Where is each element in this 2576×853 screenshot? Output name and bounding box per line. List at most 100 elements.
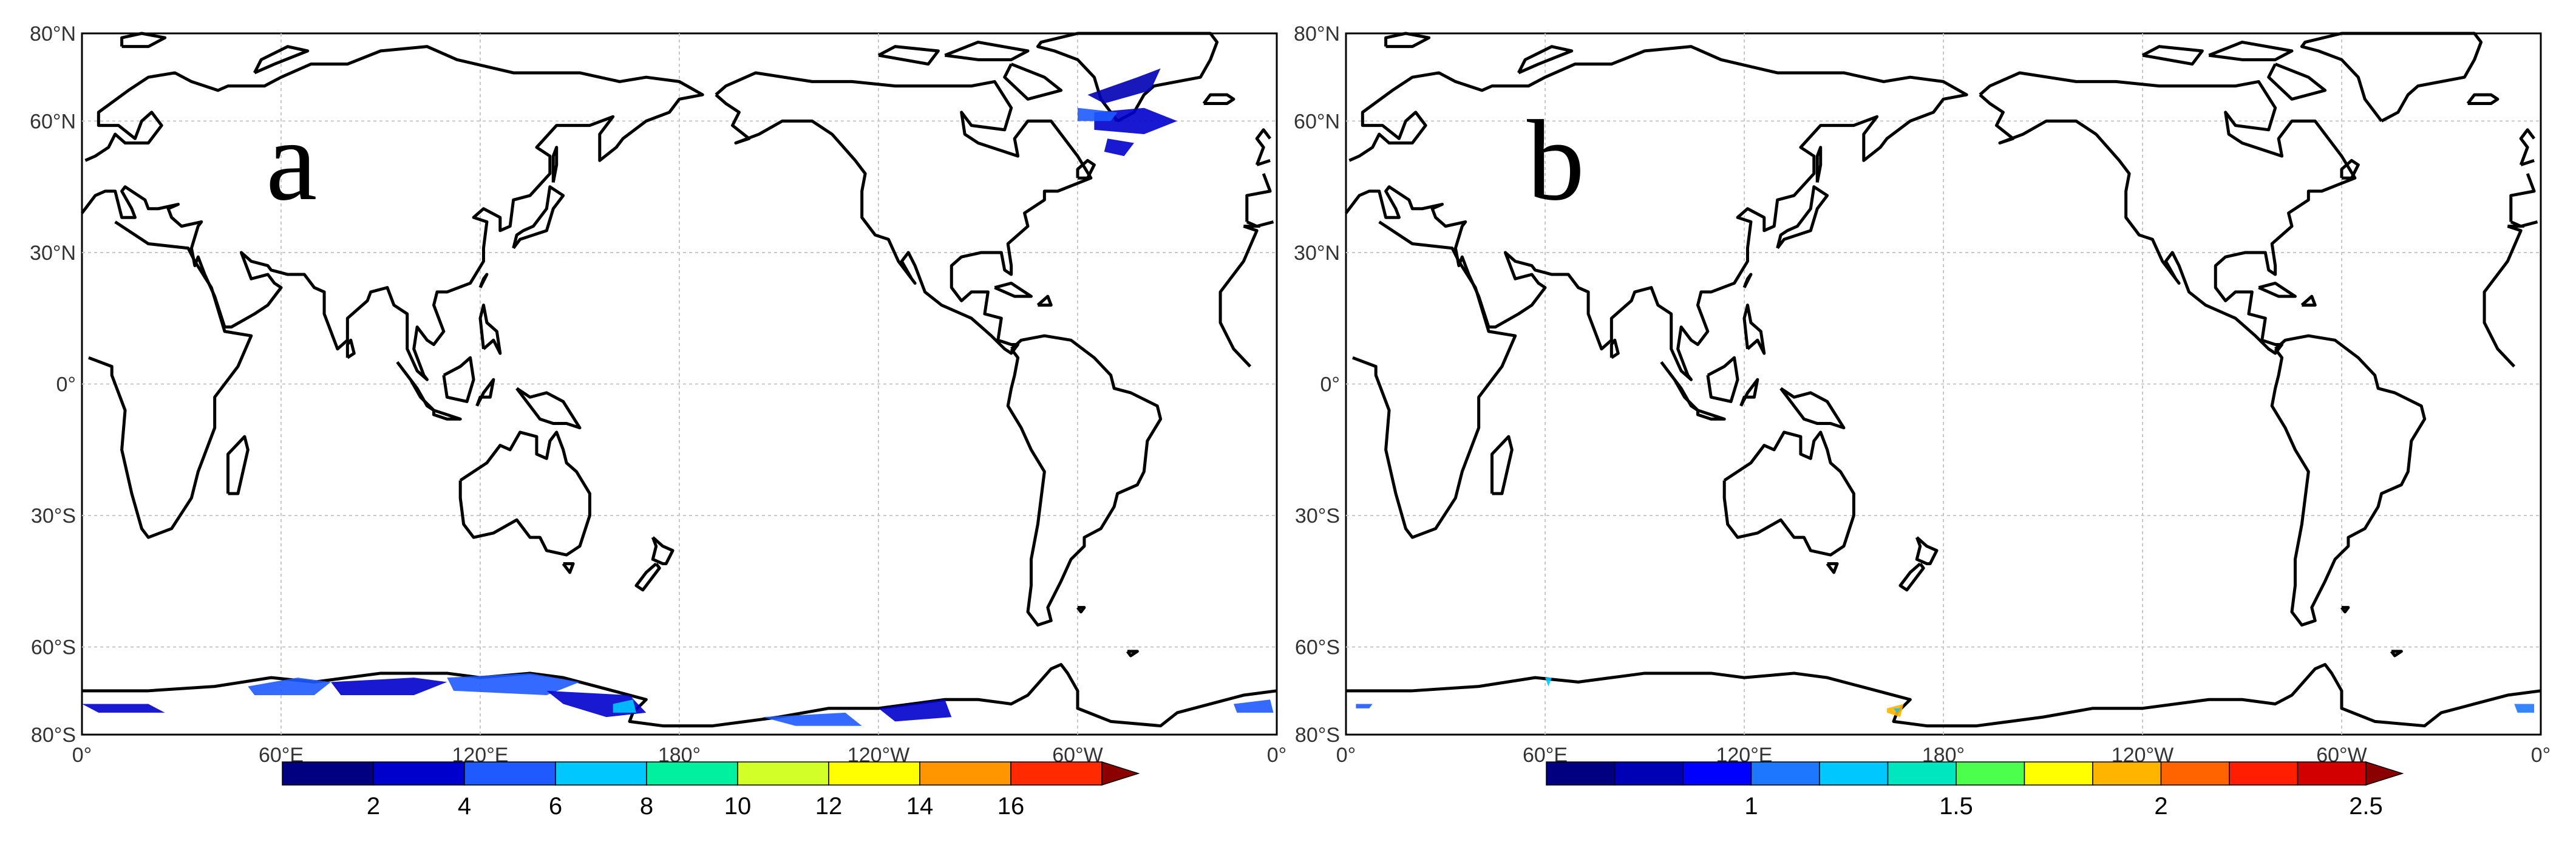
lat-label: 80°S <box>1295 724 1340 747</box>
coastline <box>478 304 502 355</box>
lon-label: 0° <box>72 744 92 767</box>
coastline <box>2208 40 2294 61</box>
latitude-labels: 80°N 60°N 30°N 0° 30°S 60°S 80°S <box>1294 22 1340 747</box>
coastline <box>1915 536 1939 565</box>
colorbar-extension <box>2365 761 2404 786</box>
colorbar-segment <box>1682 761 1752 786</box>
coastline <box>1076 158 1096 180</box>
coastline <box>2267 63 2327 101</box>
coastline <box>396 361 435 412</box>
coastline <box>1345 45 2538 381</box>
coastline <box>1815 146 1823 183</box>
coastline <box>1490 435 1514 495</box>
colorbar-segment <box>464 761 556 786</box>
coastline <box>1722 430 1855 557</box>
colorbar-tick-label: 12 <box>815 793 843 820</box>
colorbar-segment <box>373 761 465 786</box>
colorbar-extension <box>1101 761 1140 786</box>
coastline <box>1609 338 1620 359</box>
coastline <box>1003 63 1063 101</box>
coastline <box>1739 378 1759 407</box>
colorbar-segment <box>2092 761 2162 786</box>
coastline <box>2300 32 2483 123</box>
coastline <box>2300 294 2317 307</box>
latitude-labels: 80°N 60°N 30°N 0° 30°S 60°S 80°S <box>30 22 76 747</box>
coastline <box>478 273 489 288</box>
data-overlay <box>82 68 1274 726</box>
coastlines <box>81 32 1277 728</box>
coastline <box>551 146 559 183</box>
data-patch <box>1233 699 1274 713</box>
coastline <box>877 45 940 66</box>
colorbar-segment <box>555 761 647 786</box>
coastline <box>81 45 1274 381</box>
coastline <box>2270 334 2427 627</box>
coastline <box>512 185 565 250</box>
colorbar-segment <box>646 761 738 786</box>
colorbar-tick-label: 6 <box>549 793 562 820</box>
coastline <box>1979 71 2357 355</box>
panel-b: 80°N60°N30°N0°30°S60°S80°S 0° 60°E 120°E 18… <box>1294 22 2551 820</box>
coastline <box>1826 562 1839 574</box>
coastline <box>1742 273 1753 288</box>
colorbar-tick-label: 14 <box>906 793 934 820</box>
colorbar-tick-label: 1.5 <box>1939 793 1973 820</box>
coastline <box>458 430 591 557</box>
lat-label: 80°N <box>30 22 76 46</box>
colorbar-tick-label: 2.5 <box>2349 793 2383 820</box>
lat-label: 60°S <box>1295 636 1340 659</box>
coastline <box>432 409 462 421</box>
coastline <box>1517 45 1574 75</box>
coastline <box>1202 93 1235 105</box>
colorbar-tick-label: 16 <box>997 793 1025 820</box>
coastline <box>1779 387 1846 430</box>
lat-label: 30°N <box>1294 242 1340 265</box>
coastline <box>944 40 1030 61</box>
coastline <box>2390 650 2403 658</box>
lon-label: 0° <box>1336 744 1356 767</box>
coastline <box>1255 128 1272 166</box>
panel-letter: a <box>266 97 317 225</box>
colorbar-segment <box>2160 761 2230 786</box>
lon-label: 0° <box>1267 744 1287 767</box>
colorbar-segment <box>1750 761 1820 786</box>
coastline <box>253 45 310 75</box>
coastline <box>1126 650 1139 658</box>
coastline <box>1346 663 2541 728</box>
panel-letter: b <box>1527 97 1585 225</box>
data-patch <box>762 712 862 726</box>
data-patch <box>1087 68 1161 104</box>
coastline <box>715 71 1093 355</box>
lat-label: 60°N <box>30 110 76 133</box>
coastline <box>515 387 582 430</box>
coastline <box>345 338 356 359</box>
data-patch <box>1894 708 1900 713</box>
panel-a: 80°N60°N30°N0°30°S60°S80°S 0° 60°E 120°E 18… <box>30 22 1286 820</box>
lat-label: 0° <box>1320 373 1340 396</box>
colorbar: 1 1.5 2 2.5 <box>1546 761 2404 820</box>
data-patch <box>1104 138 1134 157</box>
lat-label: 30°N <box>30 242 76 265</box>
coastline <box>562 562 575 574</box>
coastline <box>1706 356 1739 403</box>
colorbar-segment <box>1614 761 1684 786</box>
colorbar-segment <box>828 761 920 786</box>
coastline <box>1076 606 1086 614</box>
lon-label: 0° <box>2531 744 2551 767</box>
coastline <box>1384 32 1431 49</box>
coastline <box>82 663 1277 728</box>
lat-label: 30°S <box>31 505 76 528</box>
lat-label: 0° <box>56 373 76 396</box>
colorbar-segment <box>919 761 1011 786</box>
colorbar-segment <box>1956 761 2025 786</box>
coastline <box>651 536 675 565</box>
data-patch <box>1545 678 1552 687</box>
colorbar-tick-label: 4 <box>458 793 471 820</box>
colorbar-segment <box>1887 761 1957 786</box>
coastline <box>2141 45 2204 66</box>
colorbar-segment <box>2024 761 2093 786</box>
coastline <box>1696 409 1726 421</box>
coastline <box>226 435 250 495</box>
graticule <box>1346 33 2541 735</box>
colorbar-segment <box>1010 761 1103 786</box>
